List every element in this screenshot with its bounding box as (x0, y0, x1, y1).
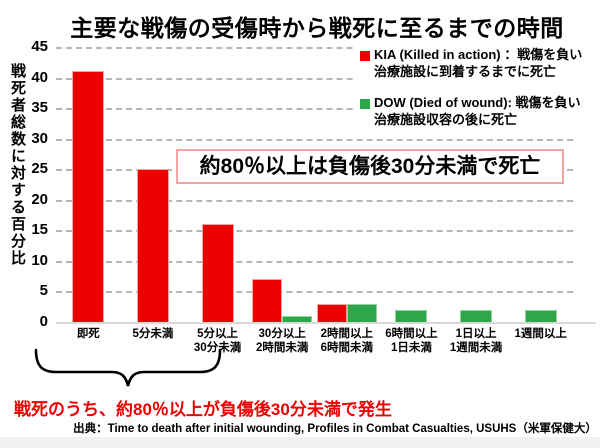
bar-dow-7 (524, 309, 557, 322)
y-axis-tick-label: 10 (31, 251, 48, 269)
y-axis-tick-label: 45 (31, 38, 48, 55)
y-axis-tick-label: 30 (31, 129, 48, 147)
highlight-callout-box: 約80％以上は負傷後30分未満で死亡 (176, 149, 564, 184)
x-axis-label: 5分未満 (132, 328, 174, 340)
legend-dow-line1: DOW (Died of wound): 戦傷を負い (374, 95, 581, 110)
gridline (56, 47, 573, 49)
brace-annotation-text: 戦死のうち、約80％以上が負傷後30分未満で発生 (14, 400, 392, 419)
y-axis-tick-label: 35 (31, 99, 48, 117)
gridline (56, 77, 573, 80)
bar-kia-2 (201, 224, 234, 322)
x-axis-label: 30分以上 2時間未満 (255, 328, 309, 354)
bar-kia-4 (316, 303, 347, 322)
gridline (56, 261, 573, 263)
gridline (56, 139, 573, 141)
legend-kia-line1: KIA (Killed in action) ：戦傷を負い (374, 47, 583, 62)
page-title: 主要な戦傷の受傷時から戦死に至るまでの時間 (70, 15, 564, 41)
bar-kia-1 (136, 169, 169, 322)
y-axis-tick-label: 20 (31, 190, 48, 208)
y-axis-tick-label: 40 (31, 68, 48, 86)
legend-kia-line2: 治療施設に到着するまでに死亡 (374, 63, 557, 79)
legend-item-dow: DOW (Died of wound): 戦傷を負い 治療施設収容の後に死亡 (360, 95, 600, 128)
y-axis-tick-label: 0 (39, 313, 48, 330)
bar-kia-3 (252, 279, 283, 322)
dow-swatch-icon (360, 99, 370, 109)
x-axis-line (56, 322, 596, 324)
x-axis-label: 5分以上 30分未満 (193, 328, 242, 354)
y-axis-tick-label: 15 (31, 221, 48, 239)
source-citation: 出典：Time to death after initial wounding,… (73, 423, 597, 435)
bar-dow-6 (460, 309, 493, 322)
y-axis-tick-label: 25 (31, 160, 48, 178)
gridline (56, 230, 573, 232)
x-axis-label: 6時間以上 1日未満 (385, 328, 438, 354)
legend-item-dow-label: DOW (Died of wound): 戦傷を負い 治療施設収容の後に死亡 (374, 95, 581, 128)
curly-brace-icon (34, 348, 222, 387)
chart-legend: KIA (Killed in action) ：戦傷を負い 治療施設に到着するま… (356, 44, 600, 134)
gridline (56, 108, 573, 110)
y-axis-tick-label: 5 (39, 282, 48, 300)
bar-dow-4 (346, 303, 377, 322)
x-axis-label: 即死 (76, 328, 100, 340)
legend-dow-line2: 治療施設収容の後に死亡 (374, 111, 518, 127)
y-axis-title: 戦死者総数に対する百分比 (9, 63, 26, 267)
bottom-margin-strip (0, 437, 600, 448)
bar-dow-5 (395, 309, 428, 322)
bar-dow-3 (282, 315, 313, 322)
kia-swatch-icon (360, 51, 370, 61)
legend-item-kia: KIA (Killed in action) ：戦傷を負い 治療施設に到着するま… (360, 47, 600, 80)
legend-item-kia-label: KIA (Killed in action) ：戦傷を負い 治療施設に到着するま… (374, 47, 582, 80)
x-axis-label: 2時間以上 6時間未満 (320, 328, 374, 354)
bar-kia-0 (72, 71, 105, 322)
x-axis-label: 1週間以上 (514, 328, 567, 340)
gridline (56, 291, 573, 294)
x-axis-label: 1日以上 1週間未満 (449, 328, 503, 354)
gridline (56, 200, 573, 202)
